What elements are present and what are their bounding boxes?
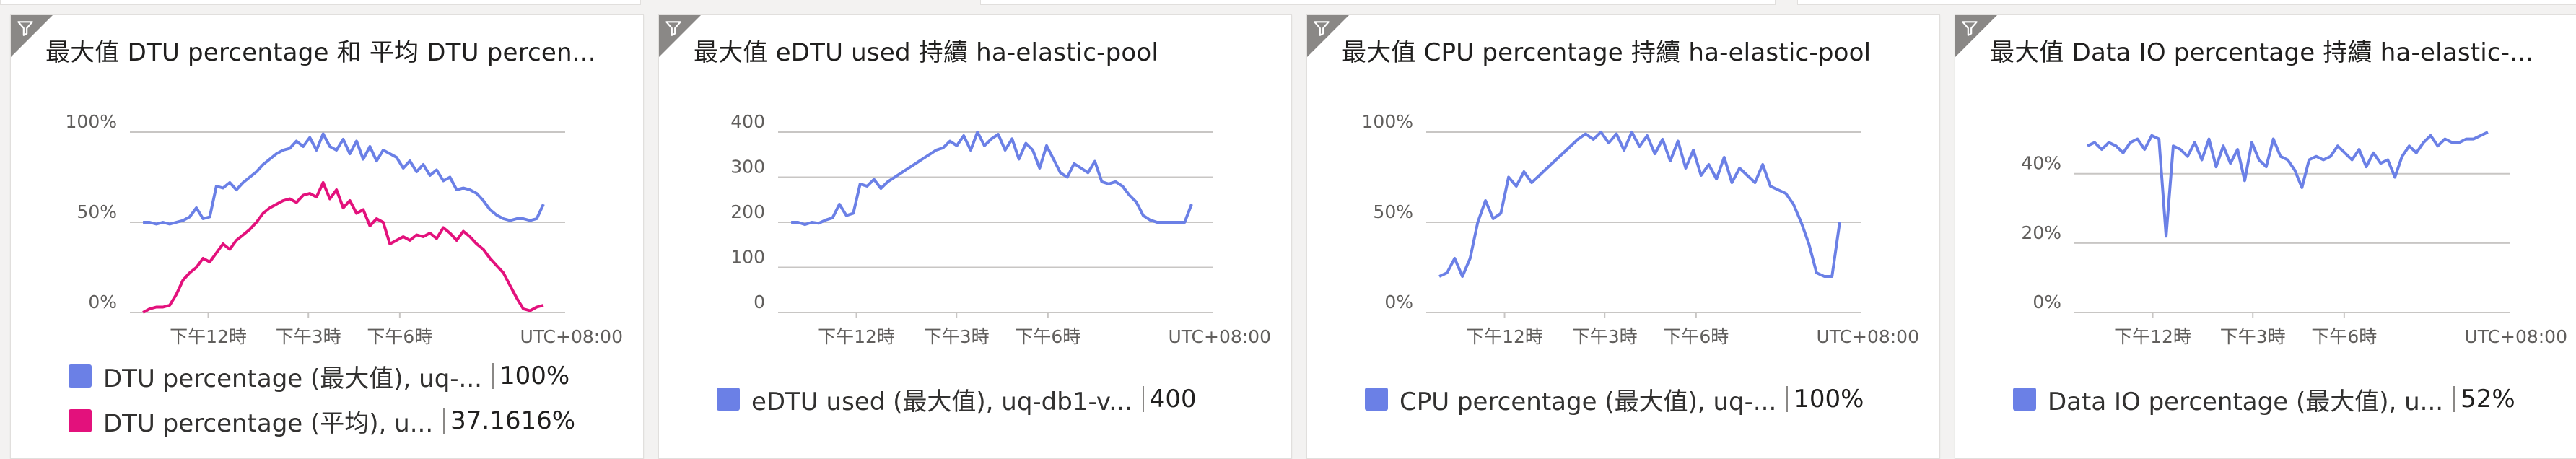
metric-chart-tile[interactable]: 最大值 Data IO percentage 持續 ha-elastic-...… [1955, 14, 2576, 459]
y-tick-label: 20% [2021, 222, 2061, 243]
timezone-label: UTC+08:00 [1168, 326, 1271, 347]
legend-swatch [69, 364, 92, 388]
legend-value: 100% [1794, 385, 1864, 414]
line-chart[interactable]: 100% 50% 0% 下午12時 下午3時 下午6時 UTC+08:00 [1307, 95, 1935, 354]
legend-swatch [1365, 388, 1388, 411]
y-tick-label: 40% [2021, 153, 2061, 174]
x-tick-label: 下午12時 [818, 326, 895, 347]
legend-label: Data IO percentage (最大值), u... [2048, 387, 2444, 416]
funnel-icon[interactable] [1312, 19, 1331, 38]
y-tick-label: 200 [730, 201, 765, 222]
legend-swatch [2013, 388, 2036, 411]
legend-value: 400 [1149, 385, 1197, 414]
x-tick-label: 下午3時 [1572, 326, 1638, 347]
tile-title: 最大值 eDTU used 持續 ha-elastic-pool [694, 38, 1159, 67]
legend-value: 52% [2461, 385, 2515, 414]
metric-chart-tile[interactable]: 最大值 eDTU used 持續 ha-elastic-pool 400 300 20… [658, 14, 1292, 459]
legend-separator [1786, 386, 1789, 412]
timezone-label: UTC+08:00 [2464, 326, 2567, 347]
y-tick-label: 100% [1362, 111, 1413, 132]
line-chart[interactable]: 100% 50% 0% 下午12時 下午3時 下午6時 UTC+08:00 [11, 95, 639, 354]
x-tick-label: 下午6時 [2311, 326, 2377, 347]
legend-value: 37.1616% [450, 406, 576, 435]
metric-chart-tile[interactable]: 最大值 CPU percentage 持續 ha-elastic-pool 100… [1306, 14, 1940, 459]
legend-swatch [69, 409, 92, 432]
legend-label: DTU percentage (平均), u... [103, 408, 434, 438]
y-tick-label: 0% [2033, 292, 2061, 312]
legend-item[interactable]: eDTU used (最大值), uq-db1-v... 400 [717, 383, 1197, 416]
legend-item[interactable]: DTU percentage (最大值), uq-... 100% [69, 360, 570, 393]
legend-item[interactable]: CPU percentage (最大值), uq-... 100% [1365, 383, 1864, 416]
tile-title: 最大值 CPU percentage 持續 ha-elastic-pool [1342, 38, 1872, 67]
x-tick-label: 下午6時 [367, 326, 432, 347]
legend-swatch [717, 388, 740, 411]
series-line-1[interactable] [142, 181, 544, 314]
y-tick-label: 0% [88, 292, 117, 312]
legend-value: 100% [499, 362, 570, 390]
legend-label: eDTU used (最大值), uq-db1-v... [751, 387, 1132, 416]
x-tick-label: 下午12時 [170, 326, 247, 347]
y-tick-label: 0 [754, 292, 765, 312]
legend-label: CPU percentage (最大值), uq-... [1400, 387, 1777, 416]
metric-chart-tile[interactable]: 最大值 DTU percentage 和 平均 DTU percen... 100… [10, 14, 644, 459]
x-tick-label: 下午3時 [276, 326, 341, 347]
legend-separator [492, 363, 494, 389]
funnel-icon[interactable] [1960, 19, 1979, 38]
x-tick-label: 下午12時 [1466, 326, 1543, 347]
legend-separator [1142, 386, 1144, 412]
line-chart[interactable]: 400 300 200 100 0 下午12時 下午3時 下午6時 UTC+08:00 [659, 95, 1287, 354]
y-tick-label: 50% [77, 201, 117, 222]
y-tick-label: 0% [1384, 292, 1413, 312]
funnel-icon[interactable] [664, 19, 683, 38]
series-line-0[interactable] [2087, 131, 2489, 238]
legend-separator [2453, 386, 2455, 412]
x-tick-label: 下午12時 [2114, 326, 2191, 347]
tile-title: 最大值 Data IO percentage 持續 ha-elastic-... [1990, 38, 2534, 67]
legend-label: DTU percentage (最大值), uq-... [103, 364, 482, 393]
y-tick-label: 100% [66, 111, 117, 132]
top-strip [0, 0, 2576, 7]
y-tick-label: 100 [730, 247, 765, 268]
legend-item[interactable]: Data IO percentage (最大值), u... 52% [2013, 383, 2515, 416]
previous-row-tile-edge [980, 0, 1776, 5]
previous-row-tile-edge [1797, 0, 2576, 5]
series-line-0[interactable] [1438, 131, 1841, 278]
x-tick-label: 下午6時 [1663, 326, 1729, 347]
y-tick-label: 400 [730, 111, 765, 132]
y-tick-label: 50% [1373, 201, 1413, 222]
timezone-label: UTC+08:00 [520, 326, 623, 347]
y-tick-label: 300 [730, 157, 765, 178]
series-line-0[interactable] [143, 132, 545, 226]
legend-separator [443, 408, 445, 434]
legend-item[interactable]: DTU percentage (平均), u... 37.1616% [69, 405, 576, 438]
line-chart[interactable]: 40% 20% 0% 下午12時 下午3時 下午6時 UTC+08:00 [1955, 95, 2576, 354]
previous-row-tile-edge [0, 0, 641, 5]
x-tick-label: 下午3時 [924, 326, 990, 347]
funnel-icon[interactable] [16, 19, 35, 38]
timezone-label: UTC+08:00 [1816, 326, 1919, 347]
series-line-0[interactable] [791, 131, 1193, 227]
tile-title: 最大值 DTU percentage 和 平均 DTU percen... [45, 38, 596, 67]
x-tick-label: 下午3時 [2220, 326, 2286, 347]
x-tick-label: 下午6時 [1015, 326, 1080, 347]
